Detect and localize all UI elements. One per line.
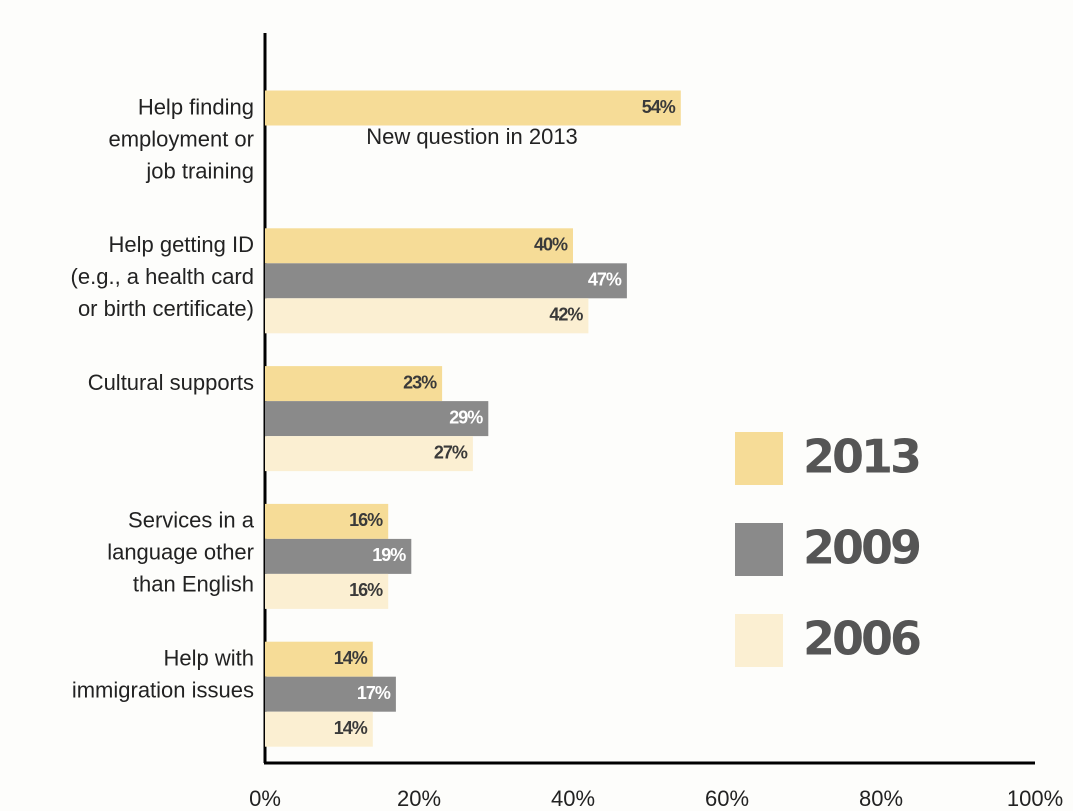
bar — [265, 436, 473, 472]
x-tick-label: 100% — [1007, 786, 1063, 811]
value-label: 47% — [588, 270, 622, 290]
value-label: 14% — [334, 648, 368, 668]
category-label: job training — [145, 158, 254, 183]
value-label: 16% — [349, 510, 383, 530]
value-label: 40% — [534, 235, 568, 255]
legend-label: 2006 — [803, 612, 920, 666]
legend-swatch — [735, 523, 783, 576]
bar — [265, 228, 573, 264]
category-label: Help finding — [138, 94, 254, 119]
bar — [265, 503, 389, 539]
bar — [265, 90, 681, 126]
x-tick-label: 0% — [249, 786, 281, 811]
bar — [265, 366, 443, 402]
bar — [265, 401, 489, 437]
value-label: 42% — [549, 305, 583, 325]
category-label: Help getting ID — [108, 232, 254, 257]
bar — [265, 573, 389, 609]
bar — [265, 298, 589, 334]
category-label: employment or — [108, 126, 254, 151]
bar — [265, 711, 373, 747]
category-label: or birth certificate) — [78, 296, 254, 321]
category-label: (e.g., a health card — [71, 264, 254, 289]
category-label: than English — [133, 572, 254, 597]
x-tick-label: 80% — [859, 786, 903, 811]
bar — [265, 676, 396, 712]
annotation: New question in 2013 — [366, 124, 578, 149]
x-tick-label: 40% — [551, 786, 595, 811]
category-label: Cultural supports — [88, 370, 254, 395]
legend-swatch — [735, 432, 783, 485]
value-label: 27% — [434, 442, 468, 462]
bar — [265, 641, 373, 677]
category-label: immigration issues — [72, 678, 254, 703]
legend-label: 2009 — [803, 521, 920, 575]
value-label: 14% — [334, 718, 368, 738]
legend-swatch — [735, 614, 783, 667]
x-tick-label: 20% — [397, 786, 441, 811]
category-label: Services in a — [128, 508, 255, 533]
category-label: Help with — [164, 646, 254, 671]
value-label: 19% — [372, 545, 406, 565]
x-tick-label: 60% — [705, 786, 749, 811]
bar — [265, 263, 627, 299]
value-label: 29% — [449, 407, 483, 427]
category-label: language other — [107, 540, 254, 565]
value-label: 17% — [357, 683, 391, 703]
legend-label: 2013 — [803, 430, 919, 484]
value-label: 16% — [349, 580, 383, 600]
value-label: 54% — [642, 97, 676, 117]
bar — [265, 538, 412, 574]
value-label: 23% — [403, 372, 437, 392]
